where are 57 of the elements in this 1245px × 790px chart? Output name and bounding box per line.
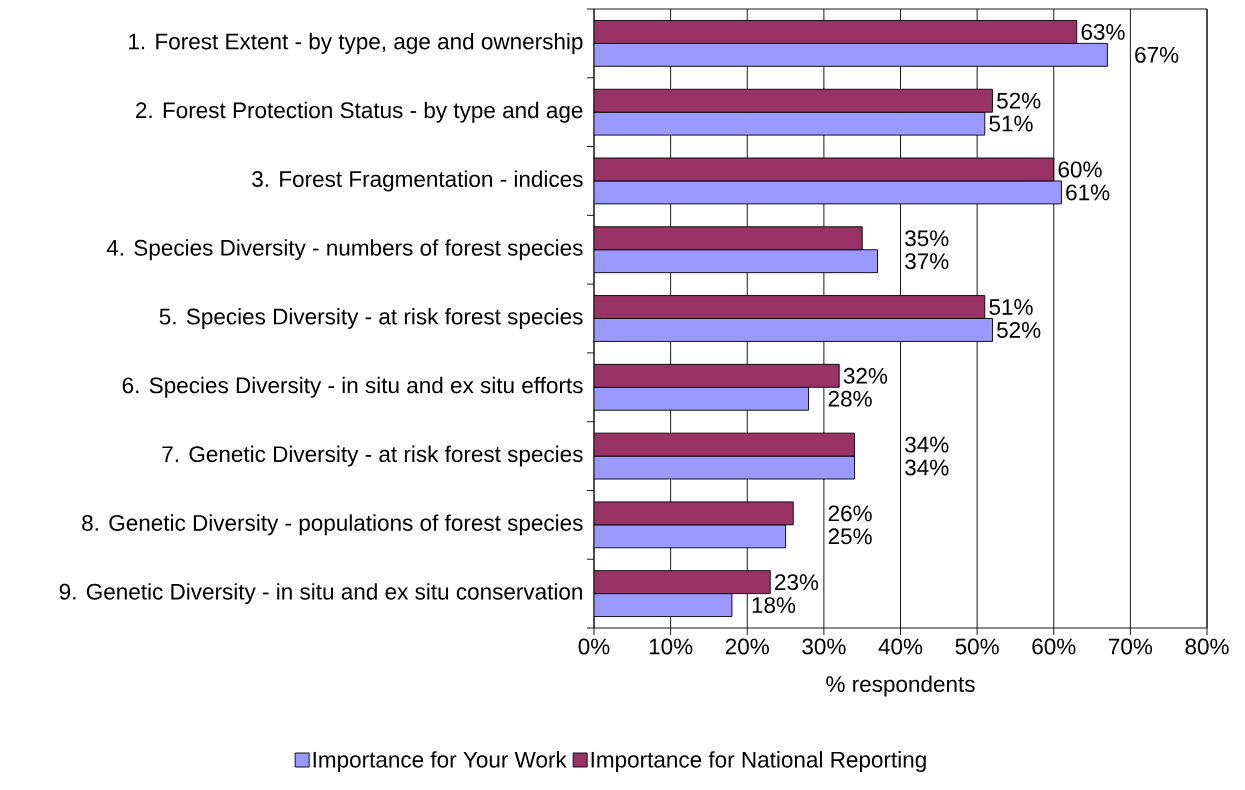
bar [594, 226, 863, 251]
x-tick-label: 30% [802, 638, 846, 655]
x-axis-title: % respondents [826, 675, 975, 697]
bar [594, 524, 787, 549]
y-tick-label: 3. Forest Fragmentation - indices [252, 170, 583, 192]
data-label: 35% [905, 230, 949, 247]
data-label: 51% [989, 115, 1033, 132]
bar [594, 111, 986, 136]
legend-label: Importance for Your Work [313, 751, 567, 773]
data-label: 28% [828, 390, 872, 407]
legend-label: Importance for National Reporting [591, 751, 926, 773]
bar [594, 20, 1078, 44]
y-tick-label: 7. Genetic Diversity - at risk forest species [162, 445, 583, 467]
bar [594, 386, 809, 411]
y-tick-label: 9. Genetic Diversity - in situ and ex situ conservation [59, 583, 582, 605]
x-tick-label: 10% [649, 638, 693, 655]
bar [594, 432, 855, 457]
data-label: 23% [775, 574, 819, 591]
y-tick-label: 1. Forest Extent - by type, age and ownership [129, 32, 583, 54]
data-label: 26% [828, 505, 872, 522]
data-label: 32% [843, 367, 888, 384]
y-tick-label: 2. Forest Protection Status - by type and age [136, 101, 583, 123]
x-tick-label: 50% [955, 638, 999, 655]
y-tick-label: 4. Species Diversity - numbers of forest species [106, 239, 583, 261]
y-tick-label: 6. Species Diversity - in situ and ex situ efforts [122, 376, 583, 398]
bar [594, 180, 1062, 205]
x-tick-label: 40% [878, 638, 923, 655]
bar [594, 455, 855, 480]
data-label: 34% [905, 459, 949, 476]
data-label: 63% [1081, 23, 1125, 40]
data-label: 52% [997, 322, 1041, 338]
data-label: 51% [989, 299, 1033, 315]
data-label: 60% [1058, 161, 1102, 178]
data-label: 52% [997, 92, 1041, 109]
data-label: 18% [752, 597, 796, 614]
x-tick-label: 70% [1109, 638, 1153, 655]
data-label: 61% [1066, 184, 1110, 201]
x-tick-label: 0% [578, 638, 610, 655]
y-tick-label: 5. Species Diversity - at risk forest species [159, 308, 583, 329]
bar [594, 88, 993, 113]
y-tick-label: 8. Genetic Diversity - populations of forest species [82, 514, 583, 536]
bar [594, 157, 1055, 182]
x-tick-label: 80% [1185, 638, 1229, 655]
data-label: 25% [828, 528, 872, 545]
data-label: 67% [1135, 46, 1179, 63]
bar [594, 318, 993, 342]
bar [594, 249, 878, 274]
data-label: 37% [905, 253, 949, 270]
bar [594, 363, 840, 388]
x-tick-label: 20% [725, 638, 769, 655]
bar [594, 42, 1108, 67]
bar [594, 501, 794, 526]
bar [594, 593, 733, 617]
bar [594, 295, 986, 319]
bar [594, 570, 771, 595]
data-label: 34% [905, 436, 949, 453]
x-tick-label: 60% [1032, 638, 1076, 655]
